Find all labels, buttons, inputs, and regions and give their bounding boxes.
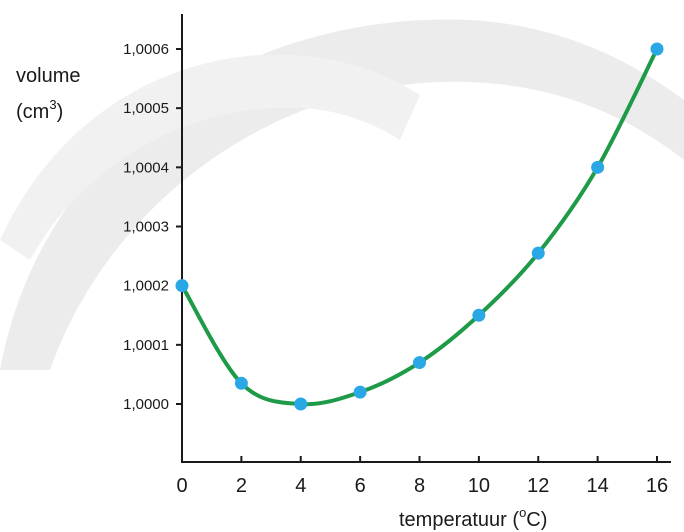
x-tick-label: 10 xyxy=(468,475,490,497)
y-tick-label: 1,0006 xyxy=(123,41,169,58)
x-tick-label: 4 xyxy=(295,475,306,497)
data-point xyxy=(353,385,367,399)
y-tick-label: 1,0002 xyxy=(123,278,169,295)
x-axis-label-superscript: o xyxy=(519,505,526,520)
y-axis-unit-close: ) xyxy=(57,101,64,123)
x-ticks: 0 2 4 6 8 10 12 14 16 xyxy=(176,456,668,497)
y-axis-unit-superscript: 3 xyxy=(49,97,56,112)
y-tick-label: 1,0001 xyxy=(123,337,169,354)
data-point xyxy=(591,160,605,174)
x-tick-label: 12 xyxy=(527,475,549,497)
x-tick-label: 0 xyxy=(176,475,187,497)
y-ticks: 1,0000 1,0001 1,0002 1,0003 1,0004 1,0005 1,00… xyxy=(123,41,182,413)
x-axis-label-close: C) xyxy=(526,509,547,531)
data-point xyxy=(531,246,545,260)
x-tick-label: 16 xyxy=(646,475,668,497)
data-point xyxy=(234,376,248,390)
y-tick-label: 1,0004 xyxy=(123,159,169,176)
data-point xyxy=(294,397,308,411)
background-arc-inner xyxy=(0,54,420,260)
data-point xyxy=(472,308,486,322)
y-tick-label: 1,0000 xyxy=(123,396,169,413)
x-axis-label: temperatuur (oC) xyxy=(399,505,547,531)
y-tick-label: 1,0003 xyxy=(123,219,169,236)
data-point xyxy=(413,356,426,370)
y-axis-label: volume xyxy=(16,65,80,87)
y-axis-unit: (cm3) xyxy=(16,97,63,123)
y-axis-label-name: volume xyxy=(16,65,80,87)
x-tick-label: 14 xyxy=(587,475,609,497)
x-tick-label: 6 xyxy=(355,475,366,497)
data-point xyxy=(175,279,189,293)
series-line xyxy=(180,47,659,407)
y-axis-unit-open: (cm xyxy=(16,101,49,123)
y-tick-label: 1,0005 xyxy=(123,100,169,117)
background-decoration xyxy=(0,19,684,370)
series-points xyxy=(175,42,664,411)
x-axis-label-name: temperatuur ( xyxy=(399,509,519,531)
data-point xyxy=(650,42,664,56)
x-tick-label: 8 xyxy=(414,475,425,497)
x-tick-label: 2 xyxy=(236,475,247,497)
